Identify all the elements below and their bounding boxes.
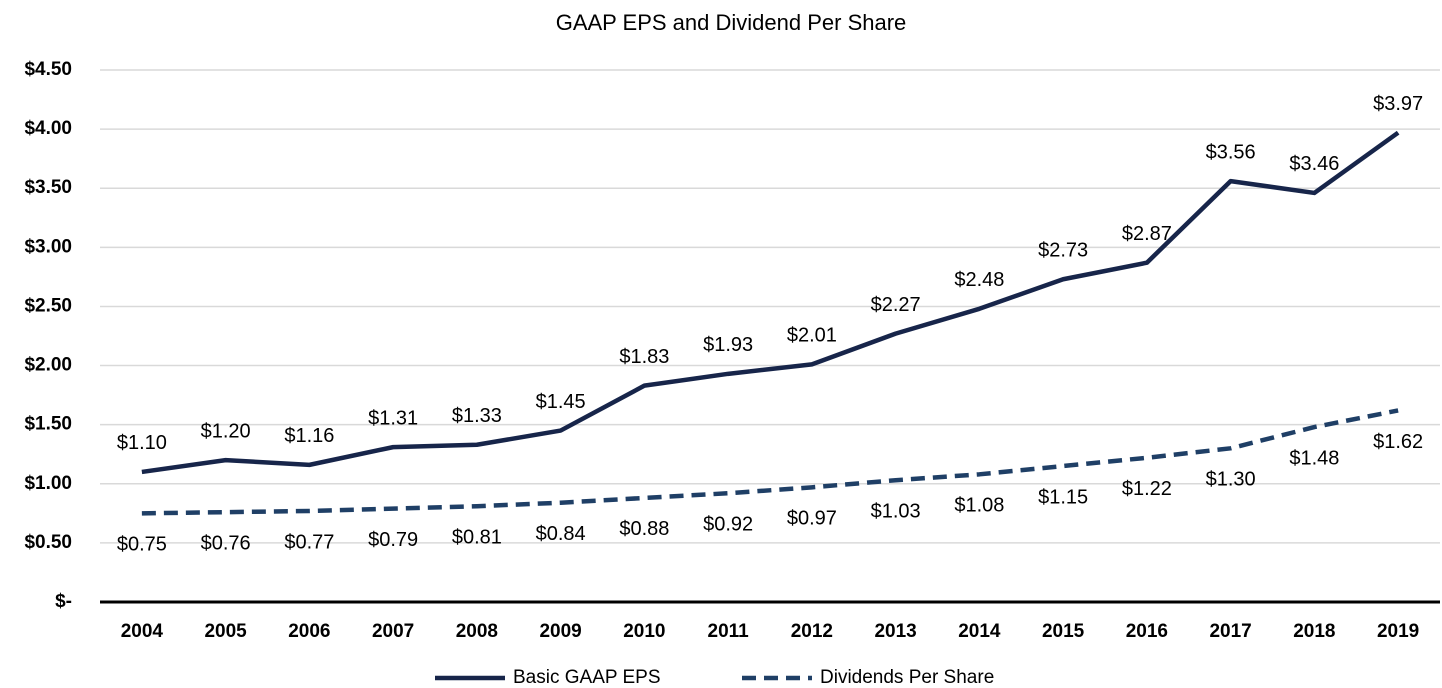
data-label: $1.08 xyxy=(954,495,1004,517)
data-label: $1.03 xyxy=(871,501,921,523)
data-label: $1.31 xyxy=(368,407,418,429)
data-label: $1.15 xyxy=(1038,486,1088,508)
data-label: $0.75 xyxy=(117,534,167,556)
x-tick-label: 2008 xyxy=(456,621,498,642)
y-tick-label: $2.00 xyxy=(24,355,72,376)
data-label: $0.97 xyxy=(787,508,837,530)
x-tick-label: 2017 xyxy=(1209,621,1251,642)
y-tick-label: $3.50 xyxy=(24,177,72,198)
data-label: $2.87 xyxy=(1122,223,1172,245)
data-label: $1.20 xyxy=(201,420,251,442)
y-tick-label: $4.50 xyxy=(24,59,72,80)
data-label: $3.97 xyxy=(1373,93,1423,115)
data-label: $0.81 xyxy=(452,527,502,549)
data-label: $1.16 xyxy=(284,425,334,447)
data-label: $1.30 xyxy=(1206,469,1256,491)
x-tick-label: 2011 xyxy=(708,621,750,642)
x-tick-label: 2012 xyxy=(791,621,833,642)
data-label: $1.93 xyxy=(703,334,753,356)
y-tick-label: $2.50 xyxy=(24,295,72,316)
x-tick-label: 2016 xyxy=(1126,621,1168,642)
legend-label: Dividends Per Share xyxy=(820,667,994,688)
y-tick-label: $0.50 xyxy=(24,532,72,553)
data-label: $1.33 xyxy=(452,405,502,427)
data-label: $0.88 xyxy=(619,518,669,540)
x-tick-label: 2014 xyxy=(958,621,1001,642)
series-line xyxy=(141,130,1400,475)
y-tick-label: $- xyxy=(55,591,72,612)
x-tick-label: 2019 xyxy=(1377,621,1419,642)
data-label: $2.27 xyxy=(871,294,921,316)
y-tick-label: $3.00 xyxy=(24,236,72,257)
chart-title: GAAP EPS and Dividend Per Share xyxy=(556,10,907,35)
data-label: $1.62 xyxy=(1373,431,1423,453)
series-line xyxy=(141,408,1399,516)
x-tick-label: 2006 xyxy=(288,621,330,642)
data-label: $1.22 xyxy=(1122,478,1172,500)
x-tick-label: 2010 xyxy=(623,621,665,642)
data-label: $0.92 xyxy=(703,514,753,536)
data-label: $2.01 xyxy=(787,325,837,347)
x-tick-label: 2015 xyxy=(1042,621,1085,642)
data-label: $0.76 xyxy=(201,532,251,554)
data-label: $1.48 xyxy=(1289,447,1339,469)
data-label: $3.56 xyxy=(1206,141,1256,163)
data-label: $0.84 xyxy=(536,523,586,545)
x-tick-label: 2007 xyxy=(372,621,414,642)
y-tick-label: $1.50 xyxy=(24,414,72,435)
data-label: $0.77 xyxy=(284,531,334,553)
data-label: $2.73 xyxy=(1038,240,1088,262)
y-tick-label: $1.00 xyxy=(24,473,72,494)
data-label: $0.79 xyxy=(368,529,418,551)
data-label: $1.83 xyxy=(619,346,669,368)
x-tick-label: 2009 xyxy=(539,621,581,642)
x-tick-label: 2005 xyxy=(204,621,247,642)
x-tick-label: 2004 xyxy=(121,621,164,642)
x-tick-label: 2013 xyxy=(874,621,916,642)
data-label: $1.45 xyxy=(536,391,586,413)
data-label: $3.46 xyxy=(1289,153,1339,175)
data-label: $2.48 xyxy=(954,269,1004,291)
y-tick-label: $4.00 xyxy=(24,118,72,139)
legend-label: Basic GAAP EPS xyxy=(513,667,661,688)
data-label: $1.10 xyxy=(117,432,167,454)
x-tick-label: 2018 xyxy=(1293,621,1335,642)
